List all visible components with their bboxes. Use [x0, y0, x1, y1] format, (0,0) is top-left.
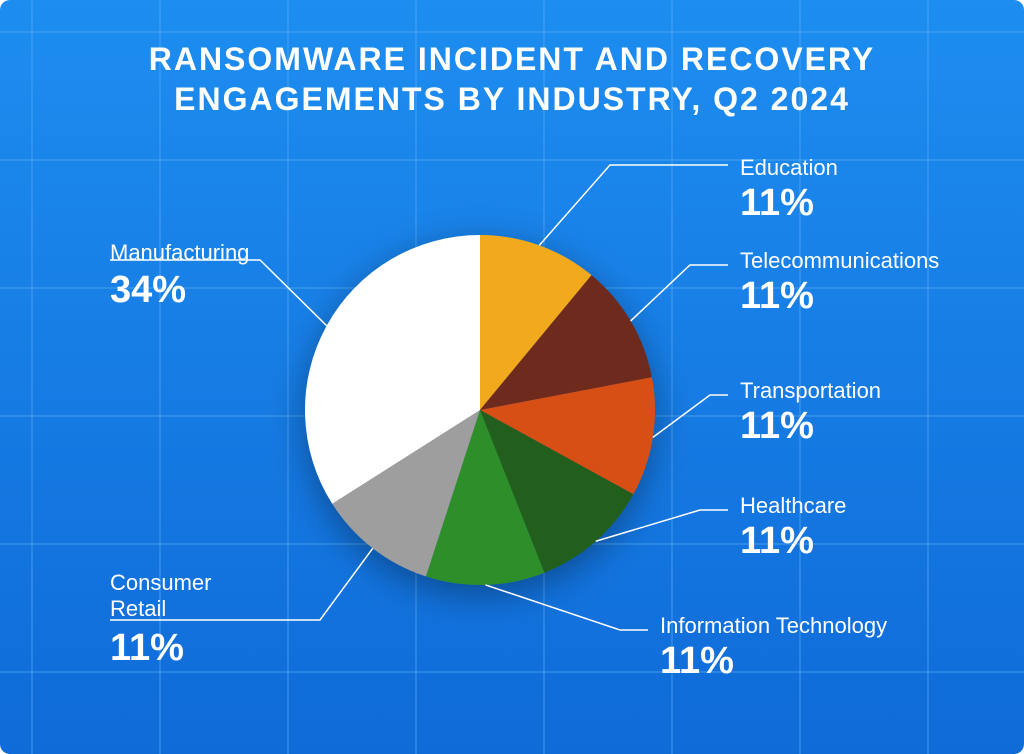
slice-label-manufacturing: Manufacturing [110, 240, 249, 265]
chart-title-line2: ENGAGEMENTS BY INDUSTRY, Q2 2024 [174, 81, 850, 117]
slice-percent-healthcare: 11% [740, 520, 814, 562]
slice-label-consumer-retail-line1: Consumer [110, 570, 211, 595]
slice-percent-manufacturing: 34% [110, 269, 186, 311]
slice-label-consumer-retail-line2: Retail [110, 596, 166, 621]
slice-label-information-technology: Information Technology [660, 613, 887, 638]
slice-label-transportation: Transportation [740, 378, 881, 403]
slice-label-healthcare: Healthcare [740, 493, 846, 518]
pie-chart [305, 235, 655, 585]
slice-percent-education: 11% [740, 182, 814, 224]
chart-stage: RANSOMWARE INCIDENT AND RECOVERY ENGAGEME… [0, 0, 1024, 754]
chart-title-line1: RANSOMWARE INCIDENT AND RECOVERY [149, 41, 876, 77]
slice-percent-consumer-retail: 11% [110, 627, 184, 669]
slice-label-education: Education [740, 155, 838, 180]
slice-percent-telecommunications: 11% [740, 275, 814, 317]
slice-percent-information-technology: 11% [660, 640, 734, 682]
slice-percent-transportation: 11% [740, 405, 814, 447]
slice-label-telecommunications: Telecommunications [740, 248, 939, 273]
pie-chart-svg: RANSOMWARE INCIDENT AND RECOVERY ENGAGEME… [0, 0, 1024, 754]
